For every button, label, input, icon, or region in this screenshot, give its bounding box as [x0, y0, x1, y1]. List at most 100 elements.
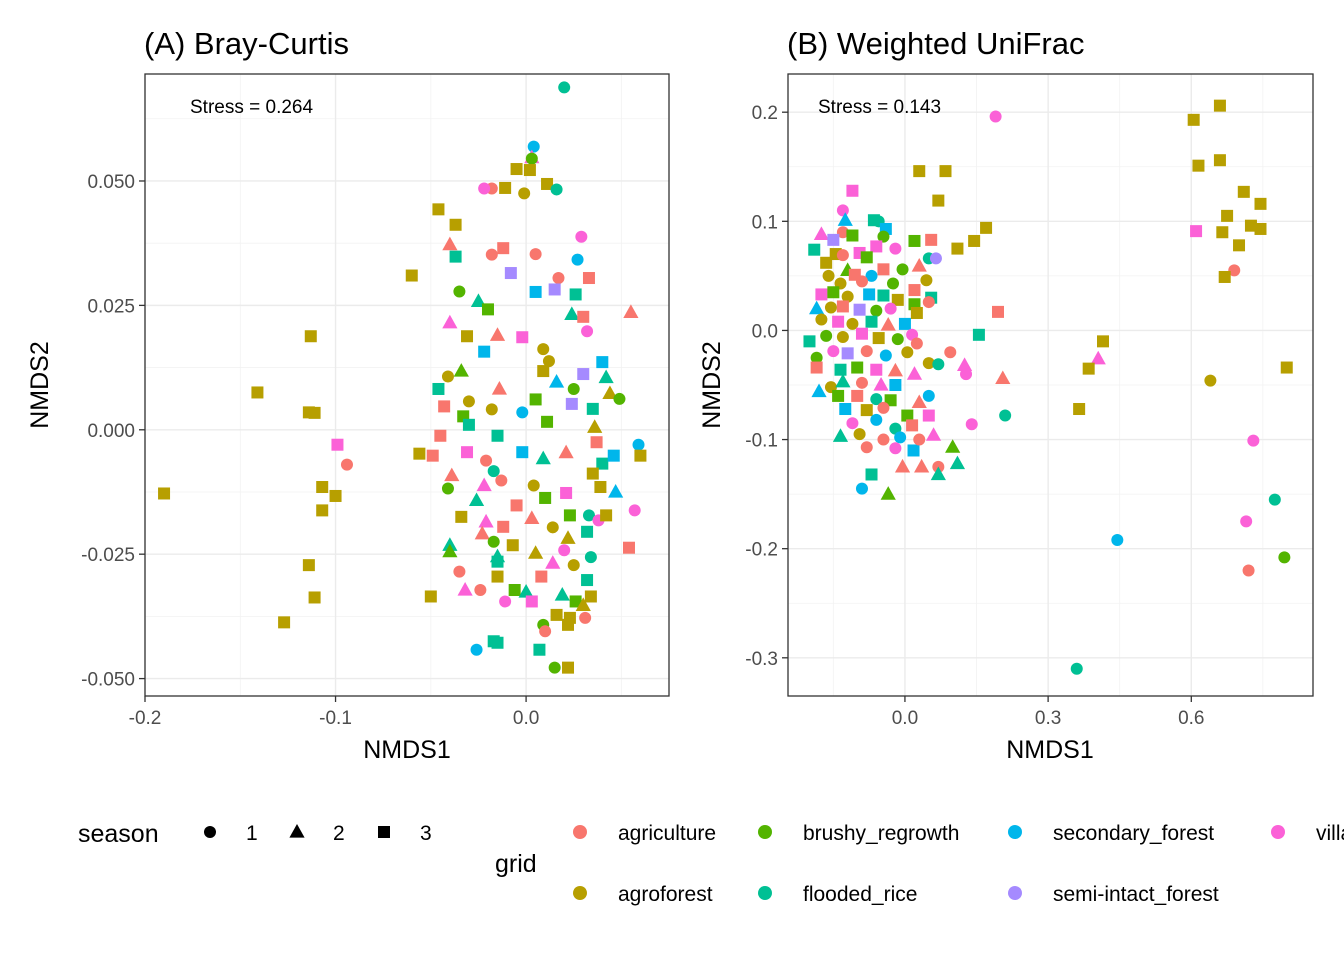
data-point-brushy_regrowth-season-3: [481, 303, 494, 316]
data-point-flooded_rice-season-3: [462, 418, 475, 431]
data-point-agroforest-season-3: [308, 591, 321, 604]
data-point-agroforest-season-1: [901, 346, 914, 359]
data-point-village-season-2: [813, 226, 830, 241]
data-point-agriculture-season-3: [590, 436, 603, 449]
data-point-agriculture-season-3: [535, 570, 548, 583]
data-point-brushy_regrowth-season-3: [827, 286, 840, 299]
y-tick-label: 0.050: [87, 172, 135, 193]
data-point-agroforest-season-3: [968, 234, 981, 247]
data-point-village-season-1: [1247, 434, 1260, 447]
data-point-agroforest-season-3: [1218, 270, 1231, 283]
panel-b-stress-label: Stress = 0.143: [818, 97, 941, 118]
data-point-village-season-3: [560, 486, 573, 499]
data-point-agroforest-season-3: [951, 242, 964, 255]
data-point-agroforest-season-3: [158, 487, 171, 500]
legend-grid-label: flooded_rice: [803, 883, 917, 906]
panel-a-title: (A) Bray-Curtis: [144, 26, 349, 61]
data-point-flooded_rice-season-2: [564, 306, 580, 320]
data-point-agriculture-season-2: [995, 370, 1011, 385]
data-point-flooded_rice-season-3: [834, 363, 847, 376]
data-point-agriculture-season-2: [444, 467, 460, 482]
data-point-agriculture-season-1: [495, 474, 508, 487]
data-point-agroforest-season-2: [528, 545, 544, 559]
data-point-agroforest-season-3: [594, 481, 607, 494]
data-point-village-season-2: [545, 555, 561, 569]
data-point-village-season-3: [855, 327, 868, 340]
data-point-agriculture-season-1: [877, 401, 890, 414]
data-point-semi-intact_forest-season-3: [827, 233, 840, 246]
data-point-semi-intact_forest-season-3: [853, 303, 866, 316]
data-point-agriculture-season-3: [497, 242, 510, 255]
data-point-flooded_rice-season-2: [518, 584, 534, 598]
data-point-agroforest-season-3: [302, 559, 315, 572]
data-point-agriculture-season-1: [1242, 564, 1255, 577]
data-point-brushy_regrowth-season-1: [453, 285, 466, 298]
data-point-agroforest-season-2: [560, 530, 576, 544]
data-point-flooded_rice-season-1: [584, 551, 597, 564]
data-point-brushy_regrowth-season-3: [569, 595, 582, 608]
data-point-brushy_regrowth-season-3: [508, 584, 521, 597]
data-point-agroforest-season-3: [1280, 361, 1293, 374]
data-point-agriculture-season-3: [426, 449, 439, 462]
panel-a-x-axis-label: NMDS1: [363, 736, 451, 764]
data-point-agroforest-season-3: [1082, 362, 1095, 375]
data-point-agroforest-season-3: [1187, 113, 1200, 126]
data-point-brushy_regrowth-season-1: [810, 351, 823, 364]
data-point-brushy_regrowth-season-3: [846, 229, 859, 242]
y-tick-label: -0.2: [745, 540, 778, 561]
data-point-brushy_regrowth-season-3: [529, 393, 542, 406]
data-point-secondary_forest-season-2: [809, 300, 825, 315]
y-tick-label: 0.2: [752, 103, 778, 124]
data-point-agriculture-season-1: [1228, 264, 1241, 277]
legend-season-keys: 1 2 3: [204, 822, 432, 845]
data-point-flooded_rice-season-3: [491, 429, 504, 442]
data-point-brushy_regrowth-season-1: [887, 277, 899, 290]
data-point-flooded_rice-season-3: [449, 250, 462, 263]
data-point-agroforest-season-3: [405, 269, 418, 282]
legend-season-title: season: [78, 820, 159, 848]
y-tick-label: -0.050: [81, 670, 135, 691]
data-point-secondary_forest-season-2: [548, 374, 565, 388]
data-point-brushy_regrowth-season-3: [563, 509, 576, 522]
data-point-agroforest-season-1: [441, 370, 454, 383]
data-point-agroforest-season-1: [824, 301, 837, 314]
x-tick-label: 0.0: [892, 708, 918, 729]
data-point-brushy_regrowth-season-1: [548, 661, 561, 674]
data-point-secondary_forest-season-1: [922, 389, 935, 402]
data-point-agriculture-season-1: [913, 433, 926, 446]
data-point-agroforest-season-1: [815, 313, 828, 326]
data-point-agroforest-season-3: [537, 365, 550, 378]
data-point-flooded_rice-season-2: [930, 466, 946, 481]
data-point-village-season-3: [1190, 225, 1203, 238]
data-point-village-season-1: [884, 302, 897, 315]
data-point-agriculture-season-1: [480, 454, 493, 467]
data-point-secondary_forest-season-1: [470, 643, 483, 656]
data-point-agriculture-season-1: [855, 376, 868, 389]
data-point-village-season-1: [1240, 515, 1253, 528]
data-point-secondary_forest-season-3: [863, 288, 876, 301]
data-point-agriculture-season-1: [552, 272, 565, 285]
data-point-brushy_regrowth-season-3: [908, 234, 921, 247]
data-point-agroforest-season-3: [872, 332, 885, 345]
data-point-flooded_rice-season-3: [972, 328, 985, 341]
x-tick-label: 0.3: [1035, 708, 1061, 729]
data-point-agroforest-season-3: [910, 306, 923, 319]
data-point-agroforest-season-3: [586, 467, 599, 480]
data-point-flooded_rice-season-3: [865, 468, 878, 481]
data-point-secondary_forest-season-1: [632, 438, 645, 451]
data-point-flooded_rice-season-2: [535, 450, 551, 465]
data-point-brushy_regrowth-season-1: [870, 304, 883, 317]
data-point-brushy_regrowth-season-1: [1278, 551, 1291, 564]
y-tick-label: 0.000: [87, 421, 135, 442]
data-point-agroforest-season-3: [1213, 99, 1226, 112]
data-point-agriculture-season-2: [894, 458, 911, 473]
legend-season-label: 1: [246, 822, 258, 845]
data-point-brushy_regrowth-season-2: [442, 543, 458, 558]
data-point-flooded_rice-season-2: [832, 428, 849, 442]
data-point-secondary_forest-season-1: [865, 269, 878, 282]
x-tick-label: -0.2: [129, 708, 162, 729]
data-point-agroforest-season-3: [461, 330, 474, 343]
data-point-brushy_regrowth-season-3: [860, 251, 873, 264]
data-point-agriculture-season-3: [908, 284, 921, 297]
data-point-agroforest-season-3: [316, 481, 329, 494]
